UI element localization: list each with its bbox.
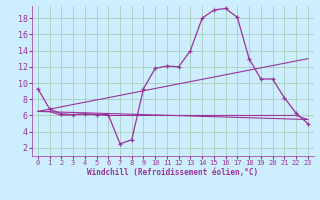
X-axis label: Windchill (Refroidissement éolien,°C): Windchill (Refroidissement éolien,°C) bbox=[87, 168, 258, 177]
